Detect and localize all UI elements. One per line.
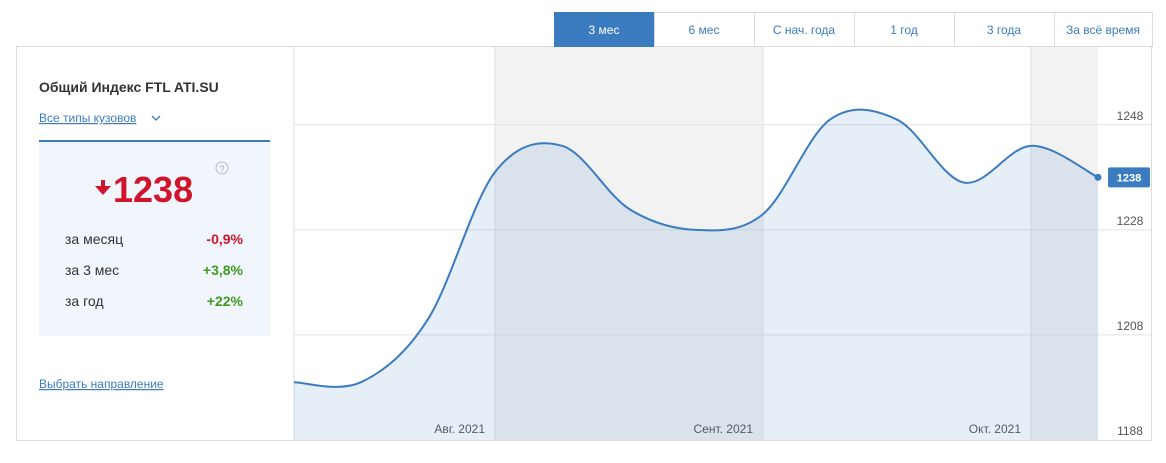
- change-label: за год: [65, 293, 104, 309]
- tab-label: За всё время: [1066, 23, 1140, 37]
- change-label: за 3 мес: [65, 262, 119, 278]
- change-value: -0,9%: [206, 231, 243, 247]
- month-band: [495, 47, 763, 440]
- chevron: [151, 115, 161, 121]
- change-label: за месяц: [65, 231, 123, 247]
- x-tick-label: Сент. 2021: [694, 422, 754, 436]
- last-value-label: 1238: [1117, 172, 1141, 184]
- help-icon[interactable]: [215, 161, 229, 175]
- index-box: [39, 141, 270, 336]
- change-value: +22%: [207, 293, 244, 309]
- last-point: [1094, 173, 1102, 181]
- month-band: [1031, 47, 1098, 440]
- tab-label: 3 года: [987, 23, 1022, 37]
- tab-label: С нач. года: [773, 23, 835, 37]
- x-tick-label: Окт. 2021: [969, 422, 1022, 436]
- line: [293, 108, 1099, 388]
- y-tick-label: 1208: [1117, 319, 1144, 333]
- route-link[interactable]: Выбрать направление: [39, 377, 164, 391]
- y-tick-label: 1248: [1117, 109, 1144, 123]
- tab[interactable]: [754, 12, 855, 47]
- tab-label: 1 год: [890, 23, 918, 37]
- index-box-border: [39, 140, 270, 142]
- tab-label: 6 мес: [689, 23, 720, 37]
- x-tick-label: Авг. 2021: [434, 422, 485, 436]
- down-arrow: [95, 180, 111, 195]
- change-value: +3,8%: [203, 262, 244, 278]
- tab[interactable]: [1054, 12, 1153, 47]
- area: [294, 109, 1098, 441]
- tab[interactable]: [954, 12, 1055, 47]
- last-badge: [1108, 167, 1150, 188]
- help-text: ?: [219, 164, 224, 174]
- panel-title: Общий Индекс FTL ATI.SU: [39, 79, 219, 95]
- tab[interactable]: [854, 12, 955, 47]
- index-value: 1238: [113, 169, 193, 210]
- tab-label: 3 мес: [589, 23, 620, 37]
- tab[interactable]: [654, 12, 755, 47]
- filter-link[interactable]: Все типы кузовов: [39, 111, 136, 125]
- y-tick-label: 1188: [1117, 424, 1143, 438]
- y-tick-label: 1228: [1117, 214, 1144, 228]
